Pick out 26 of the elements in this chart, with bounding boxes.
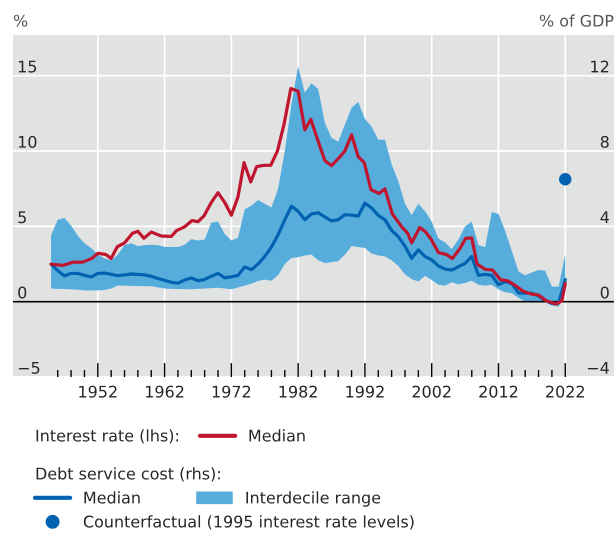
- legend-label: Median: [84, 491, 140, 504]
- x-tick-label: 1992: [346, 386, 384, 398]
- y2-tick-label: 8: [600, 136, 609, 148]
- x-tick-label: 1952: [79, 386, 117, 398]
- legend-label: Counterfactual (1995 interest rate levels): [84, 515, 414, 530]
- x-tick-label: 1972: [212, 386, 250, 398]
- x-tick-label: 1962: [146, 386, 184, 398]
- y-tick-label: 0: [18, 286, 26, 299]
- x-tick-label: 1982: [280, 386, 317, 398]
- x-tick-label: 2002: [412, 386, 450, 398]
- y2-axis-title: % of GDP: [540, 14, 614, 27]
- y-tick-label: −5: [18, 362, 40, 374]
- y-tick-label: 15: [18, 60, 36, 73]
- y2-tick-label: 0: [600, 286, 609, 299]
- y-tick-label: 10: [18, 136, 36, 148]
- text: Debt service cost (rhs):: [36, 467, 220, 482]
- y2-tick-label: 4: [600, 211, 609, 224]
- y-axis-title: %: [14, 14, 28, 27]
- x-tick-label: 2012: [479, 386, 518, 398]
- legend-label: Median: [249, 429, 305, 442]
- y-tick-label: 5: [18, 211, 26, 224]
- x-tick-label: 2022: [546, 386, 584, 398]
- text: Interdecile range: [246, 491, 380, 507]
- y2-tick-label: −4: [588, 362, 609, 374]
- text: Interest rate (lhs):: [36, 429, 178, 444]
- y2-tick-label: 12: [591, 60, 608, 72]
